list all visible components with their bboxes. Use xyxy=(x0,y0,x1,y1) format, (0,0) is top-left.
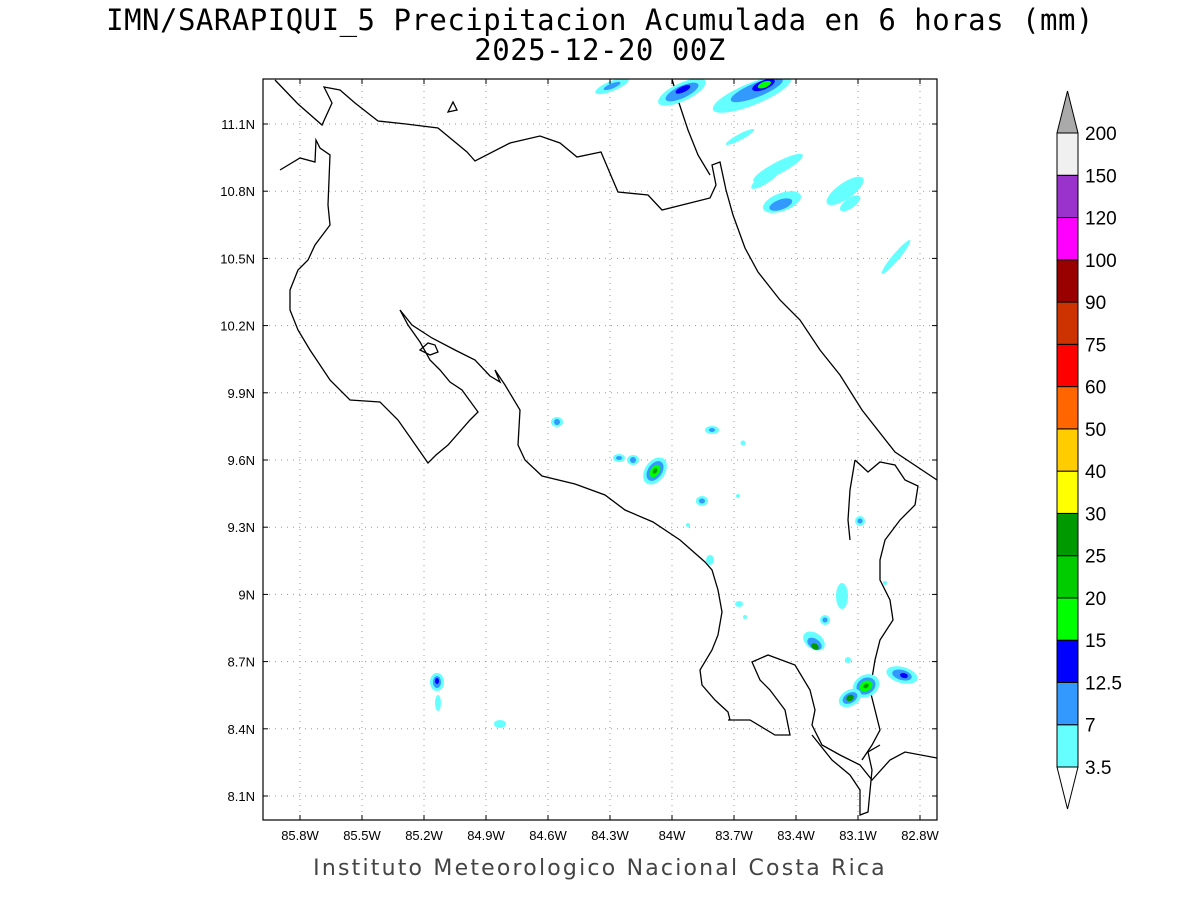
grid-lines xyxy=(263,79,937,820)
lat-tick-label: 10.5N xyxy=(220,251,255,266)
colorbar-segment xyxy=(1056,512,1079,557)
lon-tick-label: 83.7W xyxy=(715,828,753,843)
colorbar-label: 15 xyxy=(1085,631,1106,652)
precipitation-contours xyxy=(430,79,918,728)
colorbar-segment xyxy=(1056,597,1079,641)
axis-ticks: 85.8W 85.5W 85.2W 84.9W 84.6W 84.3W 84W 83.7W 83… xyxy=(220,79,940,843)
map-title: IMN/SARAPIQUI_5 Precipitacion Acumulada … xyxy=(106,3,1094,37)
colorbar-label: 150 xyxy=(1085,166,1117,187)
lat-tick-label: 8.1N xyxy=(228,789,255,804)
colorbar-segment xyxy=(1056,724,1079,768)
lon-tick-label: 84.3W xyxy=(591,828,629,843)
coastline-borders xyxy=(274,79,937,816)
lat-tick-label: 11.1N xyxy=(221,117,255,132)
colorbar-segment xyxy=(1056,174,1079,219)
colorbar-label: 50 xyxy=(1085,420,1106,441)
colorbar-label: 12.5 xyxy=(1085,673,1122,694)
lat-tick-label: 8.4N xyxy=(228,722,255,737)
colorbar-segment xyxy=(1056,555,1079,599)
colorbar-label: 200 xyxy=(1085,124,1117,145)
lon-tick-label: 83.4W xyxy=(777,828,815,843)
lon-tick-label: 84.9W xyxy=(467,828,505,843)
lon-tick-label: 85.2W xyxy=(405,828,443,843)
lat-tick-label: 9.3N xyxy=(228,520,255,535)
panama-border-north xyxy=(854,459,919,761)
colorbar-label: 120 xyxy=(1085,209,1117,230)
lake-islet xyxy=(446,100,458,113)
lon-tick-label: 85.8W xyxy=(281,828,319,843)
colorbar-segment xyxy=(1056,386,1079,430)
colorbar-segment xyxy=(1056,301,1079,345)
colorbar-segment xyxy=(1056,470,1079,514)
colorbar-label: 75 xyxy=(1085,335,1106,356)
lat-tick-label: 8.7N xyxy=(228,655,255,670)
colorbar-segment xyxy=(1056,639,1079,683)
colorbar-under-arrow xyxy=(1056,766,1079,810)
panama-border xyxy=(811,734,881,816)
map-datetime: 2025-12-20 00Z xyxy=(474,33,726,67)
colorbar-label: 40 xyxy=(1085,462,1106,483)
colorbar-over-arrow xyxy=(1056,90,1079,134)
lon-tick-label: 84.6W xyxy=(529,828,567,843)
coastline-south xyxy=(728,654,937,782)
colorbar-label: 100 xyxy=(1085,251,1117,272)
nicoya-island xyxy=(418,342,439,356)
lat-tick-label: 9.9N xyxy=(228,386,255,401)
colorbar-label: 25 xyxy=(1085,547,1106,568)
colorbar: 3.5 7 12.5 15 20 25 30 40 50 60 75 90 100 120 150 200 xyxy=(1056,90,1122,810)
lon-tick-label: 85.5W xyxy=(343,828,381,843)
lat-tick-label: 10.8N xyxy=(220,184,255,199)
colorbar-label: 90 xyxy=(1085,293,1106,314)
footer-credit: Instituto Meteorologico Nacional Costa R… xyxy=(313,856,887,881)
colorbar-segment xyxy=(1056,217,1079,261)
colorbar-segment xyxy=(1056,132,1079,176)
colorbar-label: 3.5 xyxy=(1085,758,1111,779)
lat-tick-label: 10.2N xyxy=(220,319,255,334)
lon-tick-label: 83.1W xyxy=(839,828,877,843)
colorbar-segment xyxy=(1056,681,1079,726)
lat-tick-label: 9N xyxy=(238,587,255,602)
panama-border-west xyxy=(847,459,856,541)
colorbar-label: 60 xyxy=(1085,378,1106,399)
colorbar-label: 7 xyxy=(1085,716,1096,737)
colorbar-label: 30 xyxy=(1085,504,1106,525)
colorbar-segment xyxy=(1056,343,1079,388)
colorbar-segment xyxy=(1056,259,1079,303)
lon-tick-label: 84W xyxy=(659,828,686,843)
colorbar-segment xyxy=(1056,428,1079,472)
lat-tick-label: 9.6N xyxy=(228,453,255,468)
colorbar-label: 20 xyxy=(1085,589,1106,610)
nicaragua-border xyxy=(279,137,731,721)
map-frame xyxy=(262,78,938,821)
lon-tick-label: 82.8W xyxy=(901,828,939,843)
coastline-north xyxy=(274,79,937,481)
